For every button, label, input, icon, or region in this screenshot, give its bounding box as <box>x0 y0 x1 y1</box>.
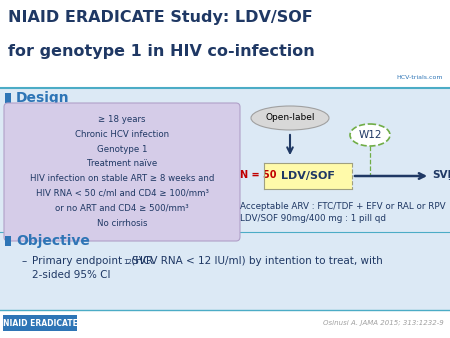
Text: Osinusi A. JAMA 2015; 313:1232-9: Osinusi A. JAMA 2015; 313:1232-9 <box>323 320 444 326</box>
Text: or no ART and CD4 ≥ 500/mm³: or no ART and CD4 ≥ 500/mm³ <box>55 204 189 213</box>
FancyBboxPatch shape <box>3 315 77 331</box>
Ellipse shape <box>251 106 329 130</box>
Text: ≥ 18 years: ≥ 18 years <box>98 115 146 124</box>
Text: (HCV RNA < 12 IU/ml) by intention to treat, with: (HCV RNA < 12 IU/ml) by intention to tre… <box>128 256 383 266</box>
FancyBboxPatch shape <box>5 93 11 103</box>
Text: for genotype 1 in HIV co-infection: for genotype 1 in HIV co-infection <box>8 44 315 59</box>
Text: 12: 12 <box>447 175 450 181</box>
FancyBboxPatch shape <box>5 236 11 246</box>
Text: HIV RNA < 50 c/ml and CD4 ≥ 100/mm³: HIV RNA < 50 c/ml and CD4 ≥ 100/mm³ <box>36 189 208 198</box>
Ellipse shape <box>350 124 390 146</box>
Text: N = 50: N = 50 <box>240 170 276 180</box>
Text: Acceptable ARV : FTC/TDF + EFV or RAL or RPV: Acceptable ARV : FTC/TDF + EFV or RAL or… <box>240 202 446 211</box>
Text: No cirrhosis: No cirrhosis <box>97 219 147 227</box>
Text: Primary endpoint : SVR: Primary endpoint : SVR <box>32 256 153 266</box>
FancyBboxPatch shape <box>0 0 450 88</box>
Text: –: – <box>22 256 27 266</box>
Text: 12: 12 <box>123 259 132 265</box>
Text: HIV infection on stable ART ≥ 8 weeks and: HIV infection on stable ART ≥ 8 weeks an… <box>30 174 214 183</box>
Text: SVR: SVR <box>432 170 450 180</box>
Text: NIAID ERADICATE: NIAID ERADICATE <box>3 318 77 328</box>
FancyBboxPatch shape <box>0 310 450 338</box>
Text: Treatment naïve: Treatment naïve <box>87 160 157 168</box>
FancyBboxPatch shape <box>264 163 352 189</box>
Text: NIAID ERADICATE Study: LDV/SOF: NIAID ERADICATE Study: LDV/SOF <box>8 10 313 25</box>
Text: Objective: Objective <box>16 234 90 248</box>
Text: Chronic HCV infection: Chronic HCV infection <box>75 130 169 139</box>
Text: W12: W12 <box>358 130 382 140</box>
Text: LDV/SOF 90mg/400 mg : 1 pill qd: LDV/SOF 90mg/400 mg : 1 pill qd <box>240 214 386 223</box>
Text: 2-sided 95% CI: 2-sided 95% CI <box>32 270 111 280</box>
Text: HCV-trials.com: HCV-trials.com <box>396 75 443 80</box>
Text: Genotype 1: Genotype 1 <box>97 145 147 153</box>
FancyBboxPatch shape <box>4 103 240 241</box>
Text: LDV/SOF: LDV/SOF <box>281 171 335 181</box>
Text: Open-label: Open-label <box>265 114 315 122</box>
Text: Design: Design <box>16 91 70 105</box>
